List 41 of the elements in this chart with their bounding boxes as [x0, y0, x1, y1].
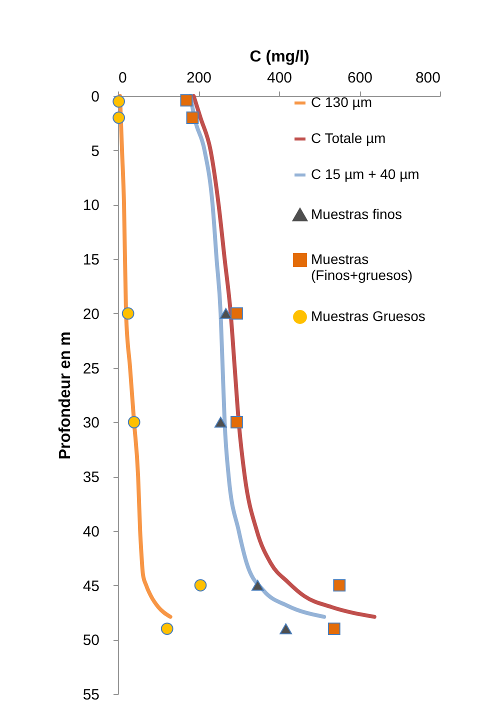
point — [128, 416, 140, 428]
y-tick-label: 0 — [91, 88, 100, 106]
y-tick-label: 15 — [82, 252, 100, 269]
point — [112, 112, 126, 124]
y-tick-label: 20 — [82, 306, 100, 323]
y-tick-label: 30 — [82, 414, 100, 432]
point — [186, 112, 199, 124]
y-tick-label: 35 — [82, 469, 100, 486]
x-tick-label: 0 — [118, 70, 127, 86]
y-axis-title: Profondeur en m — [56, 331, 74, 460]
point — [194, 579, 207, 592]
legend-label: Muestras finos — [311, 206, 402, 222]
point — [214, 416, 227, 428]
y-tick-label: 10 — [82, 197, 100, 214]
x-tick-label: 400 — [266, 70, 292, 86]
point — [328, 622, 340, 635]
x-tick-label: 200 — [186, 70, 212, 86]
y-tick-label: 50 — [82, 632, 100, 650]
legend-label: C Totale µm — [311, 130, 386, 146]
point — [280, 623, 292, 634]
y-tick-label: 40 — [82, 523, 100, 540]
x-axis-title: C (mg/l) — [250, 48, 310, 66]
point — [122, 307, 134, 320]
legend-label: Muestras (Finos+gruesos) — [311, 251, 413, 283]
legend-label: C 130 µm — [311, 94, 372, 110]
legend-label: C 15 µm + 40 µm — [311, 166, 420, 182]
point — [220, 308, 232, 319]
point — [230, 416, 243, 428]
legend-label: Muestras Gruesos — [311, 308, 426, 324]
y-tick-label: 5 — [91, 142, 100, 160]
point — [160, 622, 174, 635]
point — [230, 307, 243, 320]
y-tick-label: 45 — [82, 578, 100, 595]
point — [112, 95, 126, 108]
y-tick-label: 55 — [82, 686, 100, 704]
point — [333, 579, 346, 592]
x-tick-label: 800 — [415, 70, 440, 86]
x-tick-label: 600 — [347, 70, 373, 86]
y-tick-label: 25 — [82, 360, 100, 378]
point — [251, 580, 264, 591]
point — [180, 94, 193, 107]
